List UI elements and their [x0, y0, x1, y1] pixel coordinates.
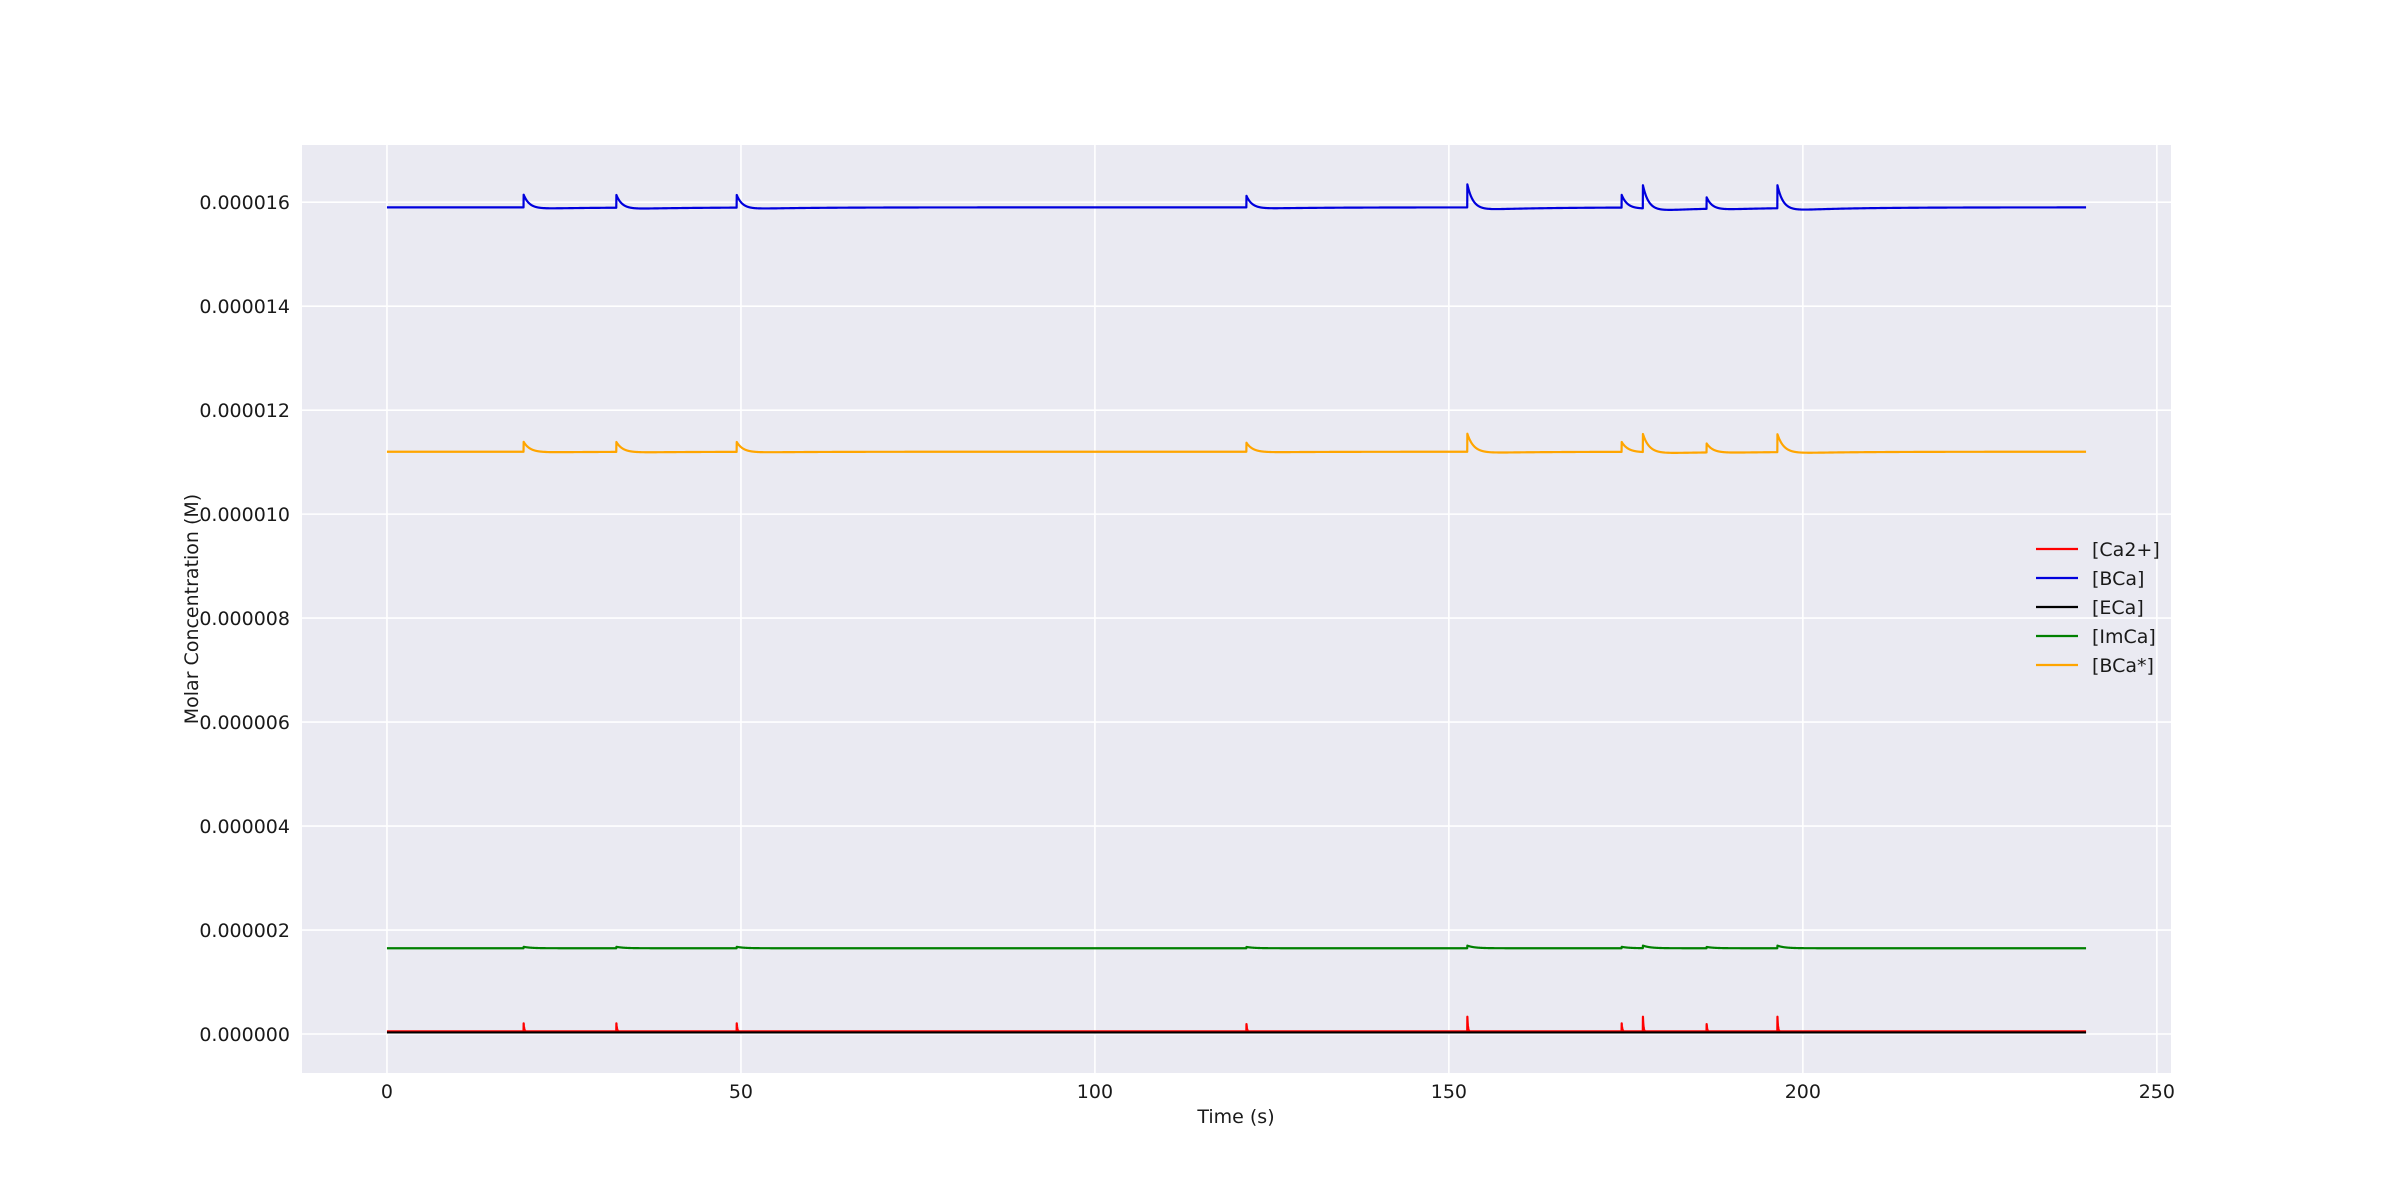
legend-label: [Ca2+] [2092, 539, 2160, 561]
legend-label: [BCa] [2092, 568, 2144, 590]
plot-area [302, 145, 2171, 1073]
grid [302, 145, 2171, 1073]
y-tick-label: 0.000014 [199, 296, 290, 318]
series-line-bca [386, 432, 2087, 454]
y-axis-label: Molar Concentration (M) [181, 494, 203, 724]
x-tick-label: 150 [1431, 1081, 1467, 1103]
y-tick-label: 0.000002 [199, 920, 290, 942]
y-tick-label: 0.000004 [199, 816, 290, 838]
x-tick-label: 100 [1077, 1081, 1113, 1103]
series-group [386, 183, 2087, 1034]
y-tick-label: 0.000012 [199, 400, 290, 422]
legend-label: [ImCa] [2092, 626, 2156, 648]
legend: [Ca2+] [BCa] [ECa] [ImCa] [BCa*] [2036, 539, 2160, 677]
y-tick-label: 0.000006 [199, 712, 290, 734]
x-tick-label: 0 [381, 1081, 393, 1103]
y-tick-label: 0.000010 [199, 504, 290, 526]
x-tick-label: 250 [2139, 1081, 2175, 1103]
legend-label: [ECa] [2092, 597, 2144, 619]
x-tick-label: 200 [1785, 1081, 1821, 1103]
y-tick-label: 0.000000 [199, 1024, 290, 1046]
series-line-imca [386, 944, 2087, 950]
y-tick-label: 0.000008 [199, 608, 290, 630]
series-line-bca [386, 183, 2087, 211]
tick-labels: 0 50 100 150 200 250 0.000000 0.000002 0.000004 0… [199, 192, 2175, 1103]
y-tick-label: 0.000016 [199, 192, 290, 214]
x-axis-label: Time (s) [1196, 1106, 1274, 1128]
x-tick-label: 50 [729, 1081, 753, 1103]
legend-label: [BCa*] [2092, 655, 2154, 677]
